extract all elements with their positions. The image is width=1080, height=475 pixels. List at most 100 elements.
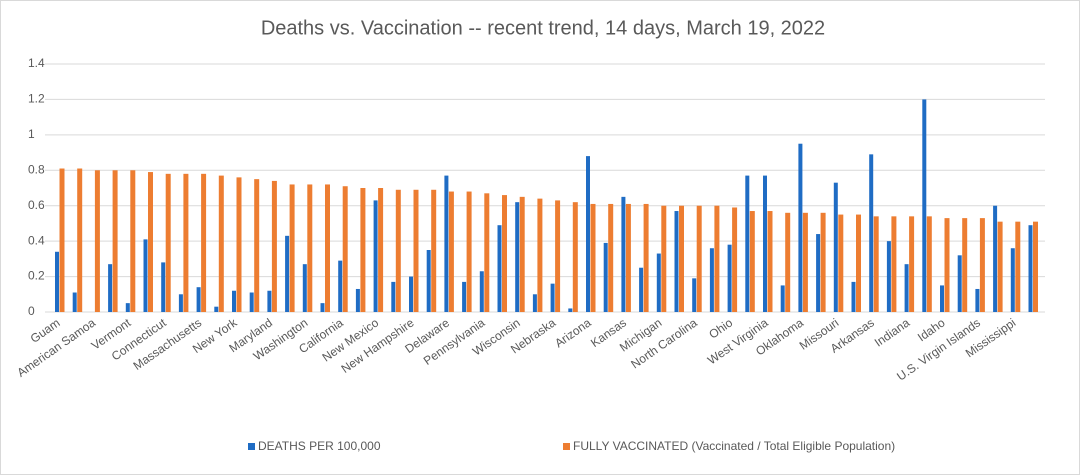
bar [484, 193, 490, 312]
bar [1028, 225, 1033, 312]
bar [409, 276, 413, 312]
bar [431, 189, 437, 312]
bar [820, 212, 826, 312]
bar [148, 172, 153, 312]
bar [462, 281, 467, 312]
bar [254, 179, 260, 312]
bar [325, 184, 330, 312]
bar [1010, 248, 1015, 312]
bar [59, 168, 65, 312]
bar [975, 288, 980, 312]
bar [639, 267, 644, 312]
bar [108, 264, 113, 312]
bar [798, 143, 803, 312]
bar [904, 264, 909, 312]
bar [621, 196, 626, 312]
bar [320, 303, 325, 312]
bar [378, 188, 384, 312]
bar [236, 177, 242, 312]
y-tick-label: 1 [28, 127, 35, 141]
bar [979, 218, 985, 312]
bar [674, 211, 679, 312]
bar [643, 203, 649, 312]
bar [302, 264, 307, 312]
bar [785, 212, 791, 312]
bar [426, 250, 431, 312]
bar [355, 288, 360, 312]
bar [130, 170, 136, 312]
bar [165, 173, 171, 312]
bar [125, 303, 130, 312]
bar [763, 175, 767, 312]
bar [502, 195, 507, 312]
bar [1015, 221, 1021, 312]
bar [519, 196, 525, 312]
y-tick-label: 0.4 [28, 233, 45, 247]
bar [909, 216, 915, 312]
bar [891, 216, 897, 312]
bar [962, 218, 968, 312]
bar [816, 234, 821, 312]
bar [218, 175, 224, 312]
bar [661, 205, 667, 312]
bar [271, 180, 277, 312]
bar [625, 203, 631, 312]
bar [395, 189, 401, 312]
bar [603, 242, 608, 312]
bar [555, 200, 561, 312]
bar [550, 283, 555, 312]
bar [709, 248, 714, 312]
bar [745, 175, 750, 312]
legend-label: DEATHS PER 100,000 [258, 439, 381, 453]
bar [856, 214, 861, 312]
bar [833, 182, 838, 312]
y-tick-label: 1.2 [28, 92, 45, 106]
bar [997, 221, 1003, 312]
bar [307, 184, 313, 312]
bar [289, 184, 295, 312]
bar [249, 292, 254, 312]
bar [926, 216, 932, 312]
bar [993, 205, 998, 312]
bar [944, 218, 950, 312]
bar [214, 306, 219, 312]
bar [72, 292, 77, 312]
bar [373, 200, 378, 312]
legend-swatch [248, 443, 255, 450]
bar [679, 205, 684, 312]
bar [285, 235, 290, 312]
bar [466, 191, 472, 312]
bar [940, 285, 944, 312]
bar [77, 168, 83, 312]
bar [572, 202, 578, 312]
bar [590, 203, 596, 312]
y-tick-label: 0.6 [28, 198, 45, 212]
bar [886, 241, 891, 312]
bar [696, 205, 702, 312]
bar [732, 207, 738, 312]
y-tick-label: 0.8 [28, 162, 45, 176]
bar [391, 281, 396, 312]
legend-swatch [563, 443, 570, 450]
bar [851, 281, 856, 312]
bar [568, 308, 573, 312]
legend-label: FULLY VACCINATED (Vaccinated / Total Eli… [573, 439, 895, 453]
y-tick-label: 0 [28, 304, 35, 318]
bar [201, 173, 207, 312]
bar [479, 271, 484, 312]
chart-title: Deaths vs. Vaccination -- recent trend, … [261, 17, 825, 39]
bar [838, 214, 844, 312]
bar [780, 285, 785, 312]
bar [267, 290, 272, 312]
bar [537, 198, 543, 312]
bar [608, 203, 614, 312]
bar [413, 189, 419, 312]
bar [802, 212, 808, 312]
bar [342, 186, 348, 312]
bar [143, 239, 148, 312]
bar [497, 225, 502, 312]
bar [448, 191, 454, 312]
bar [112, 170, 118, 312]
bar [360, 188, 366, 312]
